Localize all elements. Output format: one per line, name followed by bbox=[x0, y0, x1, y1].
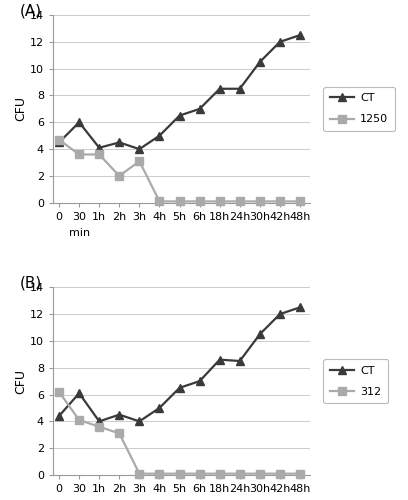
CT bbox=[137, 146, 142, 152]
Y-axis label: CFU: CFU bbox=[14, 96, 27, 122]
CT bbox=[277, 39, 282, 45]
CT bbox=[297, 32, 302, 38]
CT bbox=[177, 112, 182, 118]
CT bbox=[257, 59, 262, 65]
CT bbox=[97, 145, 102, 151]
Y-axis label: CFU: CFU bbox=[14, 368, 27, 394]
CT bbox=[197, 378, 202, 384]
312 bbox=[237, 470, 242, 476]
CT bbox=[297, 304, 302, 310]
312 bbox=[97, 424, 102, 430]
1250 bbox=[177, 198, 182, 204]
1250 bbox=[297, 198, 302, 204]
312 bbox=[77, 417, 82, 423]
1250 bbox=[117, 173, 122, 179]
CT bbox=[237, 86, 242, 92]
CT bbox=[77, 120, 82, 126]
CT bbox=[157, 132, 162, 138]
CT bbox=[57, 140, 62, 145]
CT bbox=[177, 385, 182, 391]
1250 bbox=[157, 198, 162, 204]
312 bbox=[117, 430, 122, 436]
312 bbox=[257, 470, 262, 476]
CT bbox=[137, 418, 142, 424]
CT bbox=[217, 356, 222, 362]
CT bbox=[217, 86, 222, 92]
CT bbox=[57, 413, 62, 419]
312 bbox=[157, 470, 162, 476]
312 bbox=[277, 470, 282, 476]
Text: min: min bbox=[69, 228, 90, 238]
1250 bbox=[237, 198, 242, 204]
312 bbox=[297, 470, 302, 476]
312 bbox=[177, 470, 182, 476]
312 bbox=[217, 470, 222, 476]
1250 bbox=[77, 152, 82, 158]
CT bbox=[117, 412, 122, 418]
1250 bbox=[277, 198, 282, 204]
1250 bbox=[97, 152, 102, 158]
Line: CT: CT bbox=[55, 31, 304, 154]
CT bbox=[77, 390, 82, 396]
CT bbox=[117, 140, 122, 145]
1250 bbox=[217, 198, 222, 204]
Text: (B): (B) bbox=[20, 276, 42, 291]
312 bbox=[137, 470, 142, 476]
Legend: CT, 1250: CT, 1250 bbox=[324, 86, 395, 131]
CT bbox=[157, 405, 162, 411]
1250 bbox=[257, 198, 262, 204]
Line: 312: 312 bbox=[55, 388, 304, 478]
1250 bbox=[137, 158, 142, 164]
1250 bbox=[57, 136, 62, 142]
CT bbox=[237, 358, 242, 364]
312 bbox=[57, 389, 62, 395]
Line: CT: CT bbox=[55, 303, 304, 426]
312 bbox=[197, 470, 202, 476]
Line: 1250: 1250 bbox=[55, 136, 304, 206]
CT bbox=[257, 331, 262, 337]
Legend: CT, 312: CT, 312 bbox=[324, 359, 388, 404]
1250 bbox=[197, 198, 202, 204]
CT bbox=[197, 106, 202, 112]
CT bbox=[97, 418, 102, 424]
Text: (A): (A) bbox=[20, 4, 42, 18]
CT bbox=[277, 311, 282, 317]
